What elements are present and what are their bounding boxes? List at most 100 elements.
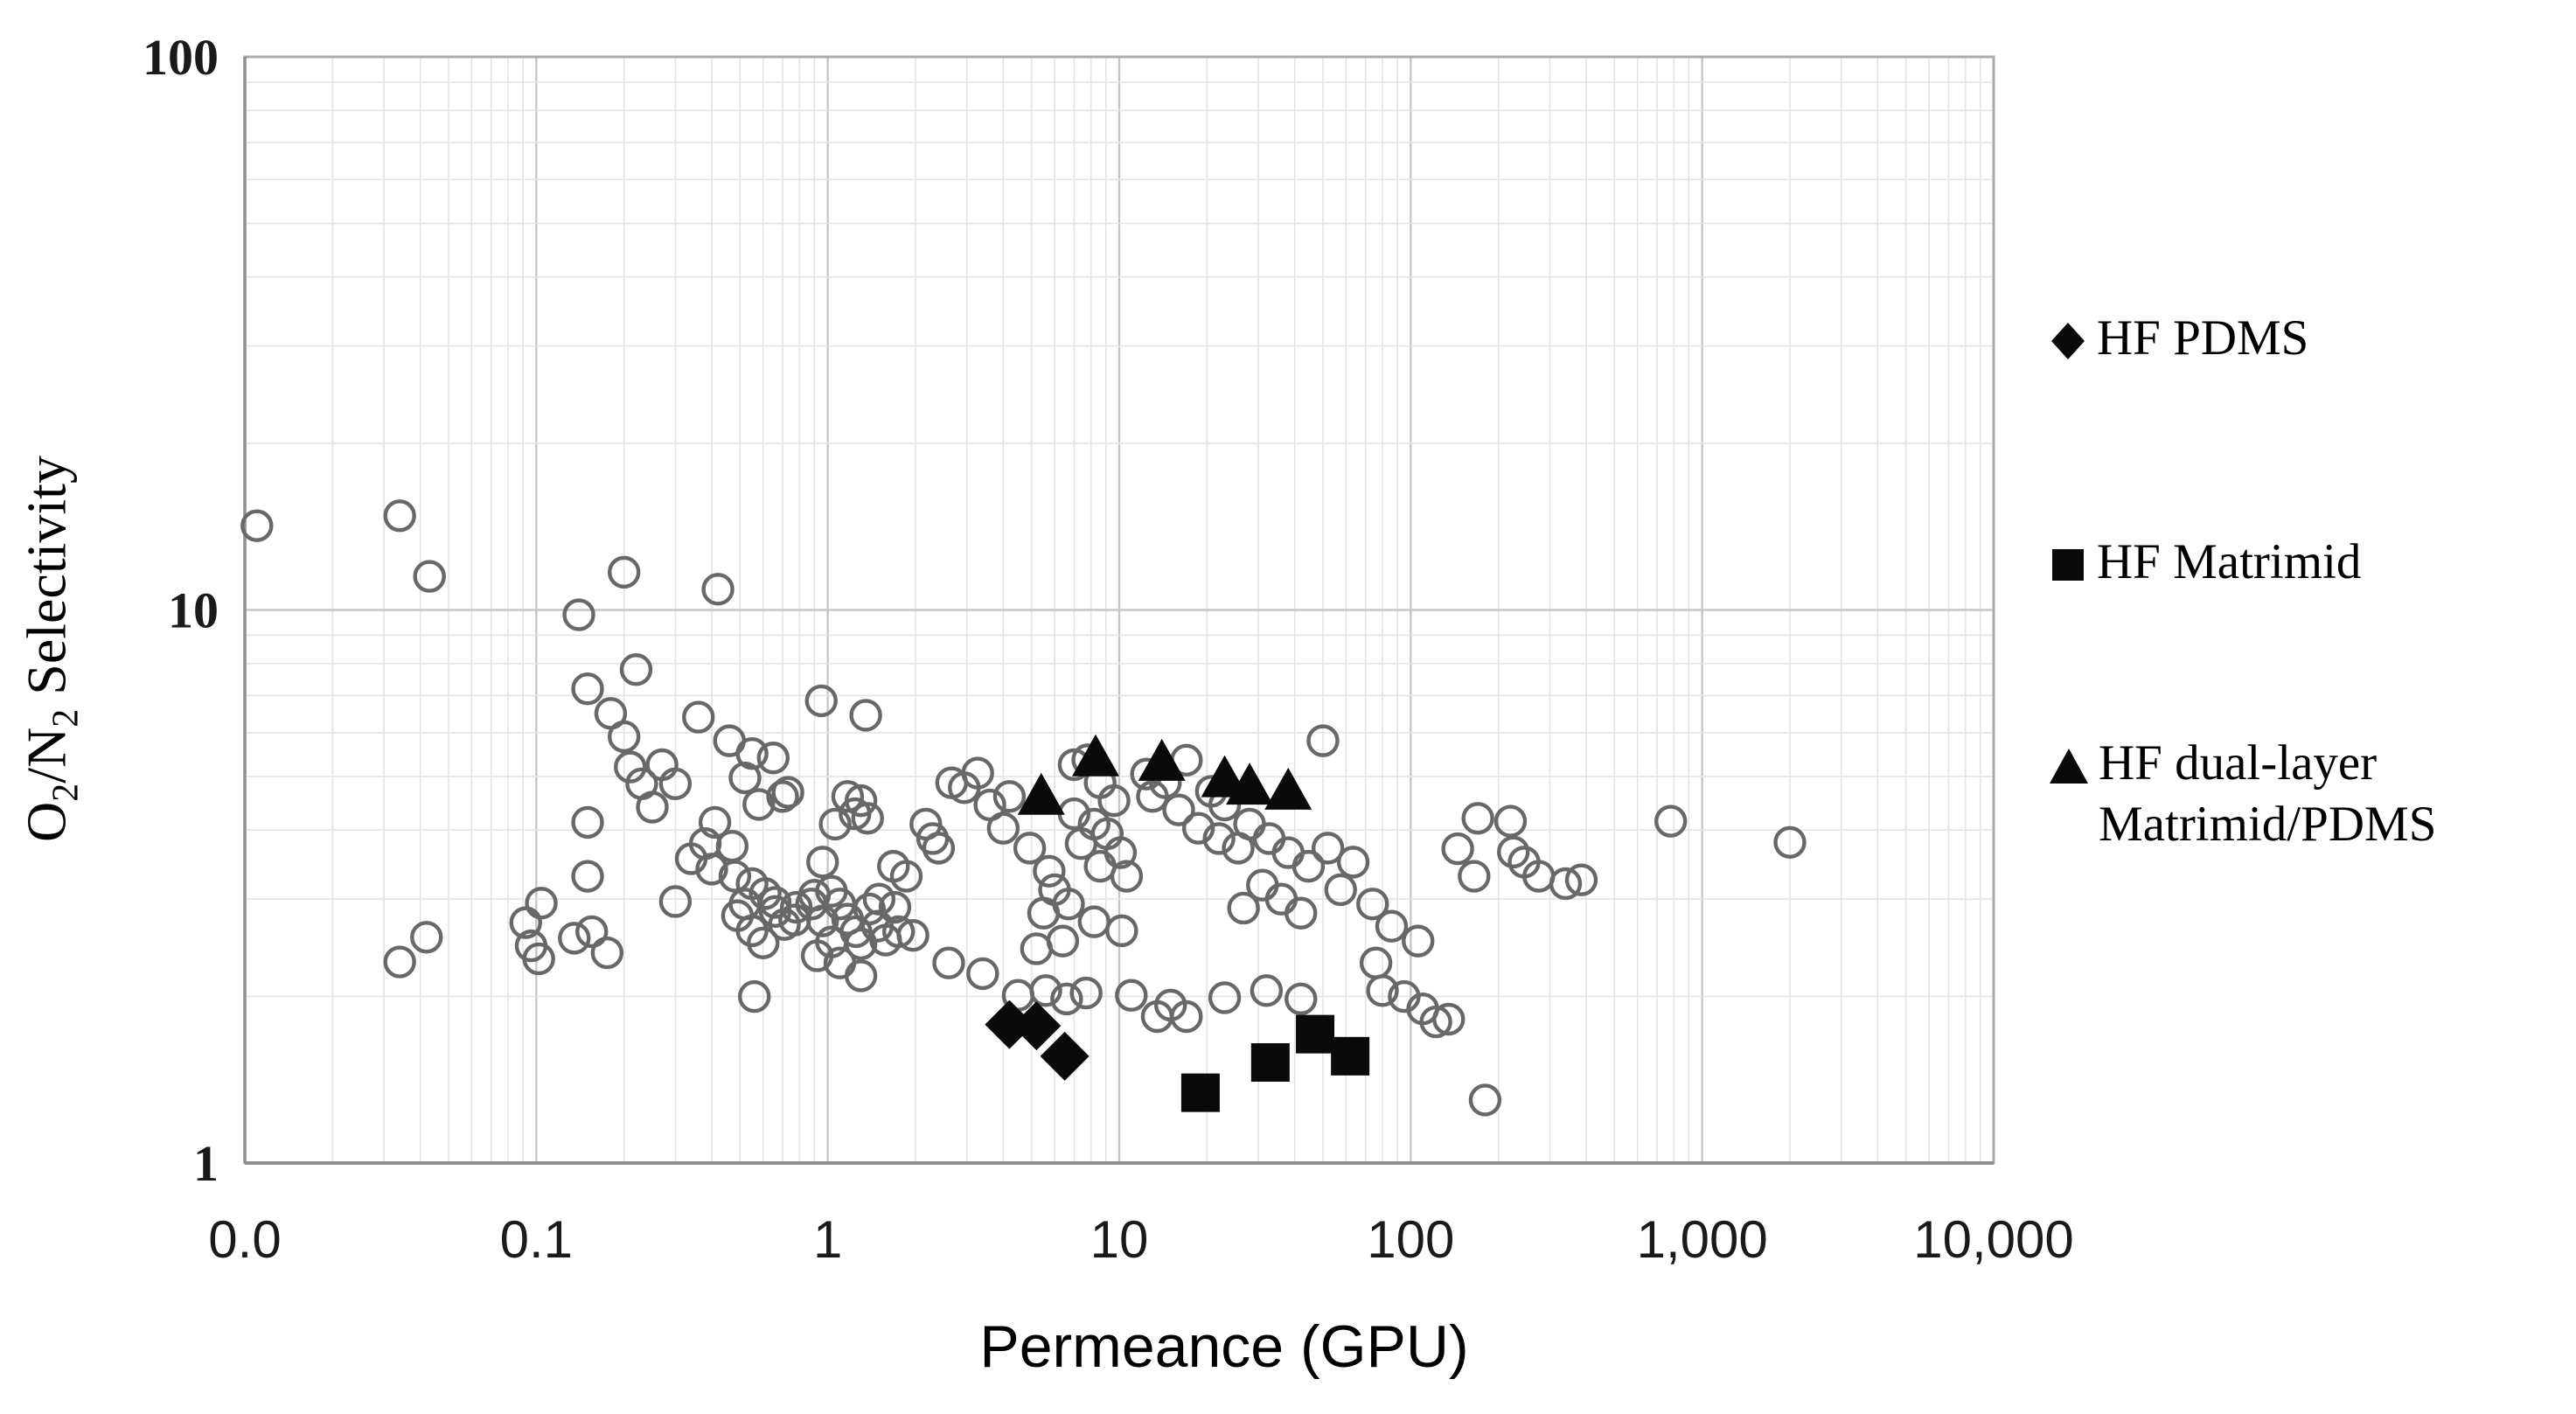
data-point-open-circle <box>806 904 839 937</box>
data-point-open-circle <box>575 915 609 949</box>
data-point-open-circle <box>1013 832 1047 865</box>
data-point-open-circle <box>862 882 896 916</box>
data-point-open-circle <box>766 780 799 813</box>
y-tick-label: 1 <box>193 1135 219 1192</box>
data-point-triangle <box>1226 763 1274 805</box>
data-point-open-circle <box>1050 982 1083 1016</box>
data-point-open-circle <box>1162 793 1195 826</box>
data-point-open-circle <box>1432 1002 1466 1036</box>
data-point-open-circle <box>1020 932 1054 965</box>
data-point-open-circle <box>1046 924 1080 958</box>
data-point-open-circle <box>1033 854 1066 888</box>
data-point-open-circle <box>522 942 555 976</box>
data-point-open-circle <box>1105 914 1138 948</box>
data-point-open-circle <box>844 959 878 993</box>
data-point-open-circle <box>922 832 956 865</box>
data-point-open-circle <box>1375 909 1409 943</box>
y-tick-label: 100 <box>143 29 219 86</box>
y-axis-title: O2/N2 Selectivity <box>15 456 87 842</box>
data-point-open-circle <box>742 788 776 821</box>
data-point-open-circle <box>383 945 416 979</box>
data-point-open-circle <box>1097 784 1131 818</box>
data-point-open-circle <box>571 672 604 706</box>
data-point-open-circle <box>614 750 647 784</box>
data-point-open-circle <box>747 926 780 960</box>
data-point-open-circle <box>735 737 769 770</box>
x-tick-label: 10,000 <box>1913 1210 2074 1269</box>
data-point-open-circle <box>1077 905 1110 938</box>
data-point-open-circle <box>1497 835 1530 869</box>
data-point-open-circle <box>844 927 878 961</box>
data-point-open-circle <box>1233 807 1266 841</box>
data-point-open-circle <box>1136 780 1169 813</box>
data-point-open-circle <box>932 946 965 979</box>
data-point-open-circle <box>889 860 923 893</box>
data-point-open-circle <box>525 887 558 920</box>
legend-item-hf-matrimid: HF Matrimid <box>2048 532 2361 600</box>
data-point-open-circle <box>818 807 852 841</box>
data-point-open-circle <box>701 573 735 606</box>
data-point-open-circle <box>986 811 1020 845</box>
data-point-open-circle <box>1773 825 1807 859</box>
data-point-open-circle <box>1271 836 1305 869</box>
data-point-open-circle <box>851 802 884 835</box>
data-point-open-circle <box>1402 924 1435 958</box>
data-point-open-circle <box>410 921 443 954</box>
data-point-open-circle <box>992 780 1027 813</box>
data-point-open-circle <box>1493 805 1528 838</box>
data-point-open-circle <box>383 499 416 533</box>
data-point-open-circle <box>571 805 604 839</box>
data-point-open-circle <box>1064 827 1098 860</box>
data-point-open-circle <box>881 915 916 949</box>
data-point-open-circle <box>1110 860 1144 893</box>
data-point-square <box>1180 1073 1220 1112</box>
data-point-open-circle <box>1468 1083 1502 1117</box>
data-point-open-circle <box>738 979 771 1013</box>
data-point-open-circle <box>562 598 595 631</box>
data-point-open-circle <box>771 776 804 809</box>
data-point-open-circle <box>682 700 715 734</box>
data-point-open-circle <box>804 684 838 718</box>
data-point-diamond <box>985 1000 1034 1049</box>
data-point-square <box>1296 1014 1335 1054</box>
data-point-open-circle <box>896 918 929 952</box>
data-point-triangle <box>1017 772 1065 815</box>
diamond-icon <box>2048 315 2088 376</box>
data-point-open-circle <box>1461 802 1494 835</box>
data-point-open-circle <box>240 509 274 542</box>
legend-item-hf-pdms: HF PDMS <box>2048 308 2308 376</box>
data-point-open-circle <box>607 720 641 754</box>
data-point-open-circle <box>1654 805 1688 838</box>
data-point-open-circle <box>756 742 790 775</box>
data-point-open-circle <box>1285 896 1318 930</box>
triangle-icon <box>2048 740 2090 801</box>
legend-label: HF dual-layer Matrimid/PDMS <box>2099 735 2437 852</box>
square-icon <box>2048 539 2088 600</box>
data-point-open-circle <box>748 877 782 910</box>
data-point-open-circle <box>1291 849 1326 883</box>
data-point-open-circle <box>695 853 728 886</box>
data-point-open-circle <box>1208 981 1242 1014</box>
data-point-open-circle <box>1202 822 1236 855</box>
legend-item-hf-dual-layer: HF dual-layer Matrimid/PDMS <box>2048 733 2436 855</box>
data-point-diamond <box>1040 1031 1090 1081</box>
data-point-open-circle <box>1564 863 1598 896</box>
data-point-open-circle <box>571 860 604 893</box>
y-tick-label: 10 <box>168 582 219 639</box>
data-point-open-circle <box>607 555 641 589</box>
data-point-open-circle <box>1115 979 1148 1012</box>
data-point-open-circle <box>1366 974 1399 1007</box>
data-point-open-circle <box>698 805 732 839</box>
data-point-open-circle <box>1027 896 1061 930</box>
data-point-open-circle <box>718 860 752 893</box>
data-point-open-circle <box>1227 891 1260 925</box>
data-point-open-circle <box>1441 832 1474 866</box>
data-point-open-circle <box>1285 982 1318 1016</box>
data-point-open-circle <box>590 936 624 970</box>
data-point-triangle <box>1072 734 1120 777</box>
data-point-open-circle <box>715 829 749 863</box>
data-point-open-circle <box>1250 974 1284 1007</box>
data-point-open-circle <box>1549 867 1583 901</box>
data-point-open-circle <box>853 892 887 926</box>
